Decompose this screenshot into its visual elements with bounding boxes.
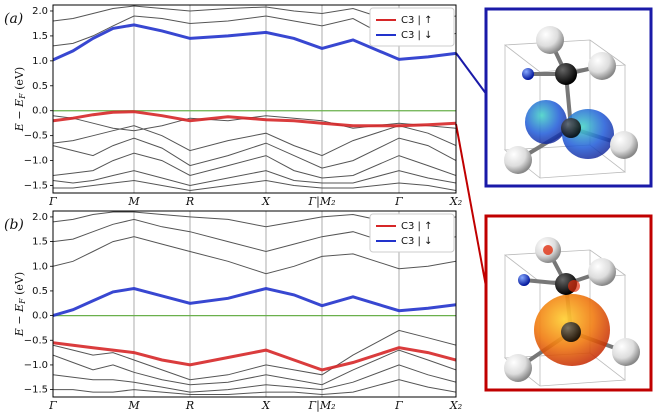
legend-label: C3 | ↑: [401, 15, 432, 26]
legend-box: [369, 213, 455, 253]
y-axis-label: E − EF (eV): [13, 272, 27, 337]
y-label-unit: (eV): [13, 272, 26, 299]
x-tick-label: M: [127, 195, 140, 208]
y-tick-label: 2.0: [32, 212, 48, 223]
band-line: [53, 379, 456, 396]
x-tick-label: M: [127, 399, 140, 412]
x-tick-label: X₂: [449, 399, 462, 412]
x-tick-label: Γ|M₂: [307, 399, 335, 413]
projected-band: [53, 110, 456, 128]
band-line: [53, 236, 456, 275]
legend-label: C3 | ↓: [401, 236, 432, 247]
y-label-sub: F: [18, 298, 27, 305]
band-line: [53, 152, 456, 179]
band-line: [53, 329, 456, 381]
y-tick-label: −1.5: [24, 385, 48, 396]
band-line: [53, 349, 456, 386]
y-label-main: E − E: [13, 99, 26, 132]
legend-box: [369, 7, 455, 47]
y-tick-label: −0.5: [24, 335, 48, 346]
y-tick-label: −1.5: [24, 181, 48, 192]
y-tick-label: −1.0: [24, 156, 48, 167]
y-tick-label: 0.0: [32, 106, 48, 117]
orbital-inset-down: [484, 7, 653, 188]
projected-band: [53, 23, 456, 62]
band-line: [53, 179, 456, 192]
projected-band: [53, 286, 456, 318]
band-line: [53, 364, 456, 393]
connector: [455, 123, 488, 293]
y-tick-label: −1.0: [24, 360, 48, 371]
y-tick-label: 1.5: [32, 31, 48, 42]
band-panel: Γ M R X Γ|M₂ Γ X₂ −1.5 −1.0 −0.5 0.0 0.5 1.0 1.5 2.0 C3…: [4, 210, 462, 413]
panel-label: (a): [4, 11, 23, 27]
x-tick-label: Γ: [48, 399, 57, 412]
legend-label: C3 | ↑: [401, 221, 432, 232]
y-tick-label: 1.0: [32, 261, 48, 272]
x-tick-label: R: [185, 195, 194, 208]
plot-frame: [52, 4, 457, 194]
panel-label: (b): [4, 217, 24, 233]
band-line: [53, 170, 456, 187]
x-tick-label: Γ|M₂: [307, 195, 335, 209]
y-tick-label: −0.5: [24, 131, 48, 142]
x-tick-label: R: [185, 399, 194, 412]
y-label-main: E − E: [13, 304, 26, 337]
bands: [53, 211, 456, 396]
y-tick-label: 0.0: [32, 311, 48, 322]
y-label-unit: (eV): [13, 67, 26, 94]
band-panel: Γ M R X Γ|M₂ Γ X₂ −1.5 −1.0 −0.5 0.0 0.5 1.0 1.5 2.0 C3…: [4, 4, 462, 209]
x-tick-label: Γ: [48, 195, 57, 208]
x-tick-label: X: [261, 195, 271, 208]
legend-label: C3 | ↓: [401, 30, 432, 41]
y-tick-label: 2.0: [32, 6, 48, 17]
y-axis-label: E − EF (eV): [13, 67, 27, 132]
y-label-sub: F: [18, 93, 27, 100]
orbital-inset-up: [484, 214, 653, 392]
band-line: [53, 125, 456, 157]
band-line: [53, 137, 456, 169]
y-tick-label: 1.5: [32, 237, 48, 248]
y-tick-label: 0.5: [32, 81, 48, 92]
plot-frame: [52, 210, 457, 398]
x-tick-label: X: [261, 399, 271, 412]
x-tick-label: Γ: [394, 195, 403, 208]
x-tick-label: Γ: [394, 399, 403, 412]
projected-band: [53, 341, 456, 372]
y-tick-label: 1.0: [32, 56, 48, 67]
x-tick-label: X₂: [449, 195, 462, 208]
y-tick-label: 0.5: [32, 286, 48, 297]
connector: [455, 52, 488, 96]
